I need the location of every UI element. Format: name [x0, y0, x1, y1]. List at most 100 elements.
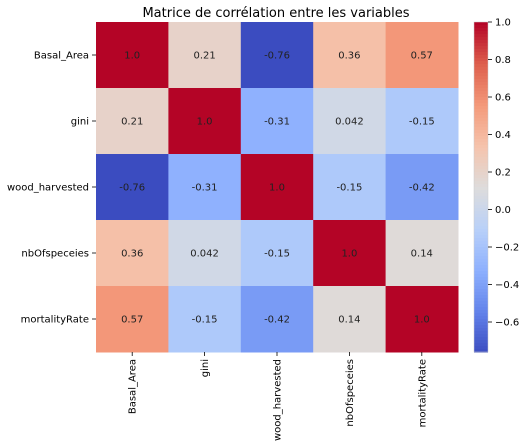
colorbar-segment	[474, 241, 488, 245]
cell-value-label: -0.31	[192, 183, 218, 194]
colorbar-segment	[474, 253, 488, 257]
colorbar-segment	[474, 295, 488, 299]
colorbar-segment	[474, 154, 488, 158]
colorbar-segment	[474, 202, 488, 206]
colorbar-segment	[474, 325, 488, 329]
cell-value-label: -0.76	[119, 183, 145, 194]
colorbar-segment	[474, 46, 488, 50]
colorbar-segment	[474, 340, 488, 344]
colorbar-segment	[474, 142, 488, 146]
cell-value-label: -0.15	[409, 117, 435, 128]
x-tick-label: nbOfspeceies	[345, 359, 356, 427]
colorbar-segment	[474, 244, 488, 248]
cell-value-label: 0.14	[338, 315, 360, 326]
heatmap-cell	[240, 22, 314, 89]
colorbar-segment	[474, 214, 488, 218]
colorbar-segment	[474, 238, 488, 242]
colorbar: 1.0 0.8 0.6 0.4 0.2 0.0 −0.2 −0.4 −0.6	[473, 18, 519, 353]
colorbar-segment	[474, 76, 488, 80]
colorbar-segment	[474, 217, 488, 221]
colorbar-segment	[474, 79, 488, 83]
colorbar-tick-label: 0.0	[495, 205, 511, 216]
colorbar-segment	[474, 118, 488, 122]
colorbar-segment	[474, 109, 488, 113]
heatmap-cell	[313, 220, 387, 287]
colorbar-segment	[474, 151, 488, 155]
colorbar-tick-label: −0.6	[495, 318, 519, 329]
colorbar-segment	[474, 22, 488, 26]
heatmap-cell	[385, 22, 459, 89]
colorbar-segment	[474, 58, 488, 62]
colorbar-tick-label: 0.6	[495, 93, 511, 104]
colorbar-segment	[474, 343, 488, 347]
colorbar-segment	[474, 283, 488, 287]
colorbar-tick-label: −0.4	[495, 280, 519, 291]
colorbar-segment	[474, 52, 488, 56]
y-tick-label: mortalityRate	[21, 315, 89, 326]
colorbar-segment	[474, 328, 488, 332]
colorbar-segment	[474, 64, 488, 68]
colorbar-tick-label: 1.0	[495, 18, 511, 29]
cell-value-label: 1.0	[197, 117, 213, 128]
colorbar-segment	[474, 31, 488, 35]
colorbar-segment	[474, 349, 488, 353]
colorbar-segment	[474, 232, 488, 236]
cell-value-label: -0.42	[409, 183, 435, 194]
colorbar-segment	[474, 265, 488, 269]
heatmap-cell	[96, 22, 169, 89]
colorbar-segment	[474, 235, 488, 239]
colorbar-segment	[474, 61, 488, 65]
heatmap-cell	[96, 154, 169, 221]
y-tick-label: wood_harvested	[7, 183, 89, 194]
y-tick-label: gini	[71, 117, 89, 128]
colorbar-segment	[474, 316, 488, 320]
cell-value-label: -0.42	[264, 315, 290, 326]
colorbar-segment	[474, 337, 488, 341]
y-tick-label: nbOfspeceies	[21, 249, 89, 260]
heatmap-cell	[96, 88, 169, 155]
cell-value-label: 0.042	[335, 117, 364, 128]
colorbar-segment	[474, 301, 488, 305]
heatmap-cell	[168, 88, 242, 155]
cell-value-label: -0.31	[264, 117, 290, 128]
colorbar-segment	[474, 220, 488, 224]
colorbar-segment	[474, 250, 488, 254]
heatmap-cell	[313, 154, 387, 221]
heatmap-cell	[168, 220, 242, 287]
colorbar-segment	[474, 172, 488, 176]
colorbar-tick-label: 0.2	[495, 168, 511, 179]
colorbar-segment	[474, 193, 488, 197]
heatmap-cell	[313, 22, 387, 89]
colorbar-segment	[474, 85, 488, 89]
heatmap-cells	[96, 22, 459, 353]
x-axis: Basal_Area gini wood_harvested nbOfspeceies…	[128, 352, 428, 441]
colorbar-segment	[474, 307, 488, 311]
colorbar-segment	[474, 166, 488, 170]
colorbar-segment	[474, 127, 488, 131]
heatmap-cell	[168, 22, 242, 89]
colorbar-segment	[474, 115, 488, 119]
colorbar-segment	[474, 169, 488, 173]
cell-value-label: 1.0	[269, 183, 285, 194]
colorbar-segment	[474, 94, 488, 98]
heatmap-cell	[96, 220, 169, 287]
colorbar-segment	[474, 310, 488, 314]
colorbar-segment	[474, 175, 488, 179]
colorbar-segment	[474, 199, 488, 203]
colorbar-segment	[474, 100, 488, 104]
colorbar-segment	[474, 124, 488, 128]
colorbar-frame	[473, 21, 489, 353]
colorbar-segment	[474, 346, 488, 350]
colorbar-segment	[474, 319, 488, 323]
colorbar-segment	[474, 181, 488, 185]
heatmap-cell	[313, 286, 387, 353]
colorbar-segment	[474, 37, 488, 41]
heatmap-annotations: 1.0 0.21 -0.76 0.36 0.57 0.21 1.0 -0.31 0.042 -0.…	[119, 51, 434, 326]
colorbar-segment	[474, 247, 488, 251]
x-tick-label: wood_harvested	[273, 359, 284, 441]
cell-value-label: 1.0	[124, 51, 140, 62]
colorbar-segment	[474, 277, 488, 281]
y-tick-label: Basal_Area	[34, 51, 89, 62]
heatmap-cell	[168, 286, 242, 353]
colorbar-segment	[474, 256, 488, 260]
